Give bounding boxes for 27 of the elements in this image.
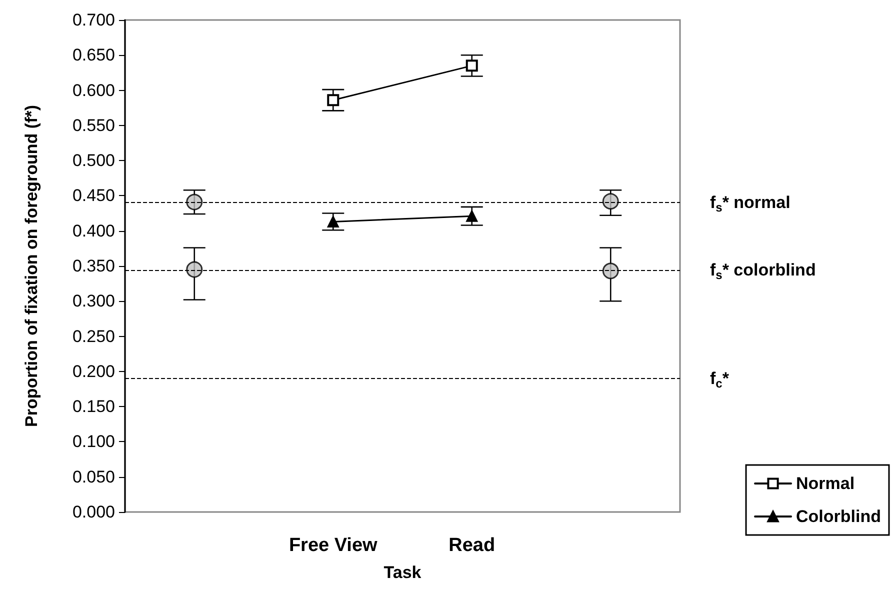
y-tick-label: 0.000	[72, 502, 115, 522]
point	[602, 193, 619, 210]
point	[602, 262, 619, 280]
y-tick-label: 0.150	[72, 397, 115, 416]
y-tick-label: 0.050	[72, 467, 115, 486]
legend-label: Colorblind	[796, 507, 881, 526]
y-tick-label: 0.200	[72, 362, 115, 381]
point	[466, 60, 478, 72]
y-tick-label: 0.250	[72, 326, 115, 346]
point	[327, 94, 340, 106]
y-tick-label: 0.350	[72, 256, 115, 276]
x-axis-title: Task	[384, 563, 422, 582]
point	[186, 194, 203, 210]
y-tick-label: 0.100	[72, 432, 115, 452]
y-tick-label: 0.450	[72, 186, 115, 206]
y-tick-label: 0.650	[72, 46, 115, 65]
point	[186, 261, 203, 278]
y-tick-label: 0.600	[72, 80, 115, 100]
y-axis-title: Proportion of fixation on foreground (f*)	[22, 104, 41, 428]
y-tick-label: 0.550	[72, 116, 115, 135]
y-tick-label: 0.300	[72, 292, 115, 311]
y-tick-label: 0.400	[72, 221, 115, 240]
y-tick-label: 0.700	[72, 10, 115, 30]
y-tick-label: 0.500	[72, 151, 115, 170]
x-tick-label: Read	[448, 535, 496, 556]
x-tick-label: Free View	[288, 535, 378, 556]
legend-label: Normal	[796, 474, 855, 493]
